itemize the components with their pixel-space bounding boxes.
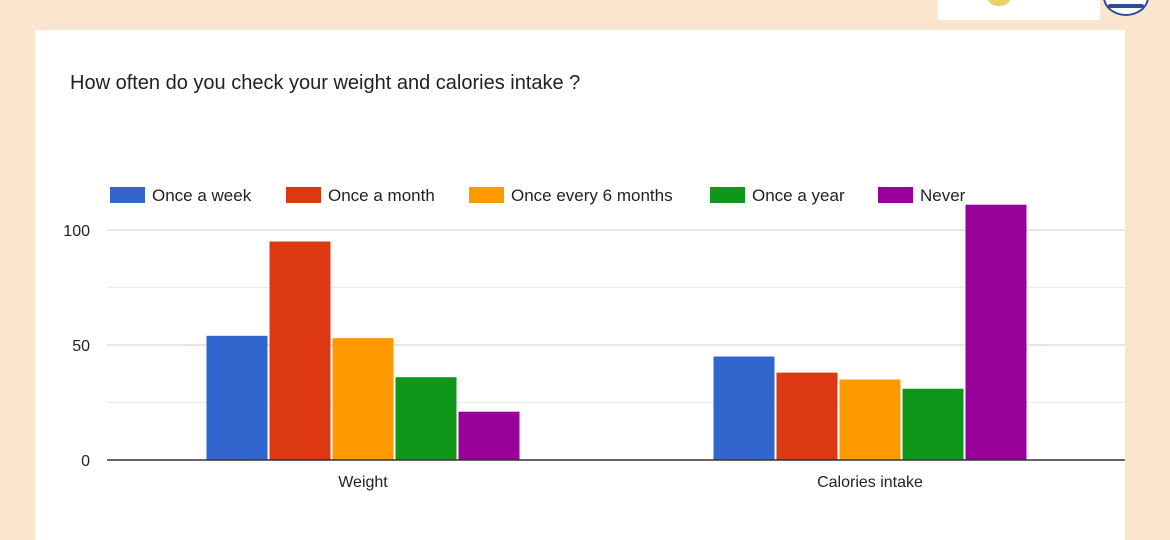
seal-icon [1103,0,1149,16]
legend-swatch [469,187,504,203]
legend-label: Once a year [752,186,845,205]
y-tick-label: 100 [63,223,90,240]
seal-band [1108,4,1144,8]
bar [395,377,457,460]
bar [269,241,331,460]
legend-label: Once a week [152,186,252,205]
logo-icon [986,0,1012,6]
chart-title: How often do you check your weight and c… [70,72,581,94]
bar [776,372,838,460]
legend-label: Once a month [328,186,435,205]
bar [839,379,901,460]
x-tick-label: Weight [338,474,388,491]
legend-swatch [710,187,745,203]
legend-swatch [110,187,145,203]
y-tick-label: 0 [81,453,90,470]
bar [965,204,1027,460]
bar [458,411,520,460]
bar-chart: 0 50 100 Weight Calories intake Once a week On… [63,186,1125,491]
legend-label: Never [920,186,966,205]
chart-card: How often do you check your weight and c… [35,30,1125,540]
legend-swatch [878,187,913,203]
y-tick-label: 50 [72,338,90,355]
logo-badge [938,0,1100,20]
bar [713,356,775,460]
legend-label: Once every 6 months [511,186,673,205]
x-tick-label: Calories intake [817,474,923,491]
legend-swatch [286,187,321,203]
bar [332,338,394,460]
bar [902,388,964,460]
bar [206,335,268,460]
